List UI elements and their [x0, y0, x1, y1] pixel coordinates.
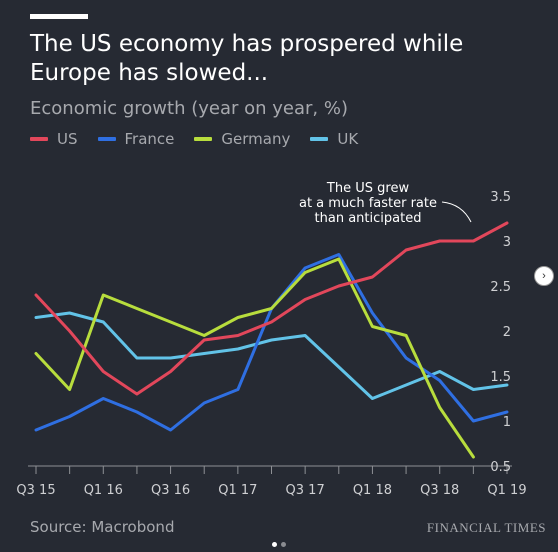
legend-label-us: US — [57, 130, 78, 148]
x-tick-label-7: Q1 19 — [487, 483, 526, 498]
legend-swatch-us — [30, 137, 48, 141]
series-line-uk — [34, 311, 509, 400]
chart-title: The US economy has prospered while Europ… — [30, 31, 464, 86]
legend-label-uk: UK — [337, 130, 359, 148]
annotation-line-1: at a much faster rate — [299, 196, 437, 211]
header-rule — [30, 14, 88, 19]
series-line-us — [34, 221, 509, 396]
x-tick-label-5: Q1 18 — [353, 483, 392, 498]
legend-swatch-germany — [194, 137, 213, 141]
carousel-dot-2[interactable] — [281, 542, 286, 547]
annotation-line-2: than anticipated — [315, 211, 422, 226]
legend-swatch-france — [97, 137, 116, 141]
chevron-right-icon: › — [542, 269, 546, 282]
legend-label-germany: Germany — [221, 130, 291, 148]
y-tick-label-1: 1 — [503, 415, 511, 430]
y-tick-label-2: 1.5 — [490, 370, 511, 385]
y-tick-label-5: 3 — [503, 235, 511, 250]
legend-item-us: US — [30, 130, 78, 148]
legend-item-germany: Germany — [194, 130, 290, 148]
carousel-dot-1[interactable] — [272, 542, 277, 547]
x-tick-label-2: Q3 16 — [151, 483, 190, 498]
x-tick-label-1: Q1 16 — [84, 483, 123, 498]
legend-swatch-uk — [310, 137, 329, 141]
x-tick-label-4: Q3 17 — [286, 483, 325, 498]
y-tick-label-4: 2.5 — [490, 280, 511, 295]
legend-item-uk: UK — [310, 130, 358, 148]
x-tick-label-6: Q3 18 — [420, 483, 459, 498]
legend-label-france: France — [124, 130, 175, 148]
y-tick-label-6: 3.5 — [490, 190, 511, 205]
x-tick-label-0: Q3 15 — [16, 483, 55, 498]
legend-item-france: France — [97, 130, 175, 148]
chart-subtitle: Economic growth (year on year, %) — [30, 98, 348, 119]
source-note: Source: Macrobond — [30, 518, 175, 536]
annotation-leader — [441, 201, 472, 223]
series-line-germany — [34, 257, 475, 459]
legend: US France Germany UK — [30, 130, 378, 148]
x-tick-label-3: Q1 17 — [218, 483, 257, 498]
next-slide-button[interactable]: › — [534, 266, 554, 286]
carousel-dots — [272, 542, 290, 547]
y-tick-label-0: 0.5 — [490, 460, 511, 475]
y-tick-label-3: 2 — [503, 325, 511, 340]
publisher-brand: FINANCIAL TIMES — [426, 520, 546, 535]
annotation-line-0: The US grew — [326, 181, 410, 196]
